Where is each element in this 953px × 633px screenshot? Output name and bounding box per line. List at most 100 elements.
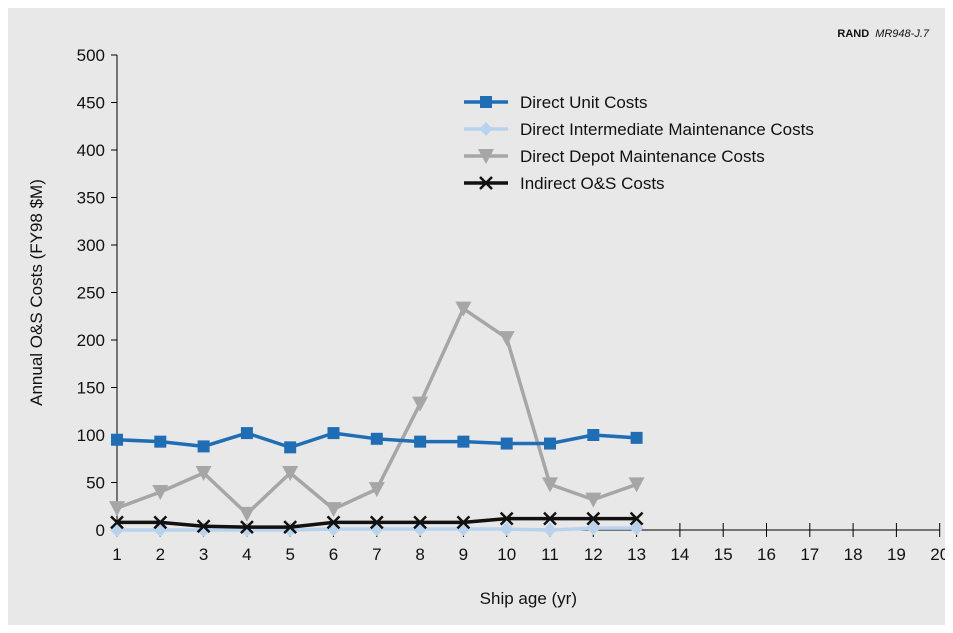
credit-org: RAND (837, 28, 870, 40)
x-tick-label: 3 (199, 545, 208, 564)
marker-stroke (196, 519, 211, 534)
marker-stroke (326, 515, 341, 530)
data-point (111, 433, 123, 446)
data-point (500, 437, 513, 450)
x-tick-label: 13 (627, 545, 646, 564)
x-tick-label: 9 (459, 545, 468, 564)
marker-stroke (543, 511, 557, 526)
legend-swatch-marker (479, 122, 493, 136)
legend-label: Direct Depot Maintenance Costs (520, 147, 765, 166)
x-tick-label: 17 (800, 545, 819, 564)
y-tick-label: 100 (77, 426, 105, 445)
data-point (196, 519, 211, 534)
legend-swatch-marker (480, 96, 492, 108)
figure-credit: RAND MR948-J.7 (837, 28, 929, 40)
y-axis-title: Annual O&S Costs (FY98 $M) (27, 179, 46, 406)
data-point (628, 477, 645, 493)
data-point (109, 501, 125, 517)
data-point (110, 515, 124, 530)
y-tick-label: 150 (77, 379, 105, 398)
data-point (283, 520, 298, 535)
x-tick-label: 16 (757, 545, 776, 564)
data-point (586, 521, 601, 536)
data-point (284, 441, 297, 454)
x-tick-label: 10 (497, 545, 516, 564)
data-point (195, 466, 212, 481)
y-tick-label: 50 (86, 474, 105, 493)
x-tick-label: 20 (930, 545, 945, 564)
x-tick-label: 15 (714, 545, 733, 564)
data-point (543, 523, 557, 537)
y-tick-label: 300 (77, 236, 105, 255)
data-point (629, 511, 644, 526)
y-tick-label: 350 (77, 189, 105, 208)
data-point (544, 437, 556, 450)
data-point (325, 502, 342, 518)
y-tick-label: 450 (77, 94, 105, 113)
y-tick-label: 400 (77, 141, 105, 160)
legend-swatch-marker (478, 149, 494, 164)
legend-label: Indirect O&S Costs (520, 174, 665, 193)
x-axis-title: Ship age (yr) (480, 589, 577, 608)
data-point (455, 301, 472, 317)
data-point (629, 521, 644, 536)
marker-stroke (499, 511, 514, 526)
y-tick-label: 500 (77, 46, 105, 65)
data-point (326, 515, 341, 530)
data-point (542, 477, 558, 493)
x-tick-label: 14 (670, 545, 689, 564)
y-tick-label: 200 (77, 331, 105, 350)
legend-entry: Direct Intermediate Maintenance Costs (464, 120, 814, 139)
data-point (153, 515, 168, 530)
x-tick-label: 4 (242, 545, 251, 564)
x-tick-label: 11 (541, 545, 559, 564)
data-point (413, 515, 427, 530)
x-tick-label: 5 (285, 545, 294, 564)
marker-stroke (586, 511, 601, 526)
series-2 (109, 301, 645, 522)
x-tick-label: 8 (415, 545, 424, 564)
y-tick-label: 0 (96, 521, 105, 540)
legend-entry: Direct Depot Maintenance Costs (464, 147, 765, 166)
data-point (412, 396, 429, 412)
chart-figure: RAND MR948-J.7 0 50 100 150 200 250 300 350 400 45… (8, 8, 945, 625)
data-point (110, 523, 124, 537)
data-point (499, 511, 514, 526)
legend-entry: Direct Unit Costs (464, 93, 648, 112)
data-point (369, 515, 384, 530)
series-3 (110, 511, 644, 535)
legend-label: Direct Intermediate Maintenance Costs (520, 120, 814, 139)
data-point (240, 520, 254, 535)
data-point (153, 523, 168, 537)
legend-entry: Indirect O&S Costs (464, 174, 665, 193)
data-point (586, 511, 601, 526)
data-point (543, 511, 557, 526)
legend-label: Direct Unit Costs (520, 93, 648, 112)
data-point (630, 431, 643, 444)
marker-stroke (283, 520, 298, 535)
data-point (327, 427, 340, 440)
data-point (587, 429, 600, 441)
marker-stroke (240, 520, 254, 535)
data-point (456, 515, 471, 530)
marker-stroke (110, 515, 124, 530)
marker-stroke (629, 511, 644, 526)
data-point (154, 435, 167, 448)
marker-stroke (413, 515, 427, 530)
data-point (585, 492, 602, 508)
data-point (498, 331, 515, 347)
marker-stroke (369, 515, 384, 530)
legend: Direct Unit Costs Direct Intermediate Mai… (464, 93, 814, 193)
legend-swatch-marker (479, 176, 493, 190)
data-point (238, 506, 255, 522)
x-tick-label: 19 (887, 545, 906, 564)
marker-stroke (153, 515, 168, 530)
series-1 (110, 521, 644, 537)
data-point (370, 432, 383, 445)
data-point (457, 435, 470, 448)
data-point (239, 523, 254, 537)
data-point (197, 440, 210, 453)
x-tick-label: 18 (844, 545, 863, 564)
marker-stroke (479, 176, 493, 190)
